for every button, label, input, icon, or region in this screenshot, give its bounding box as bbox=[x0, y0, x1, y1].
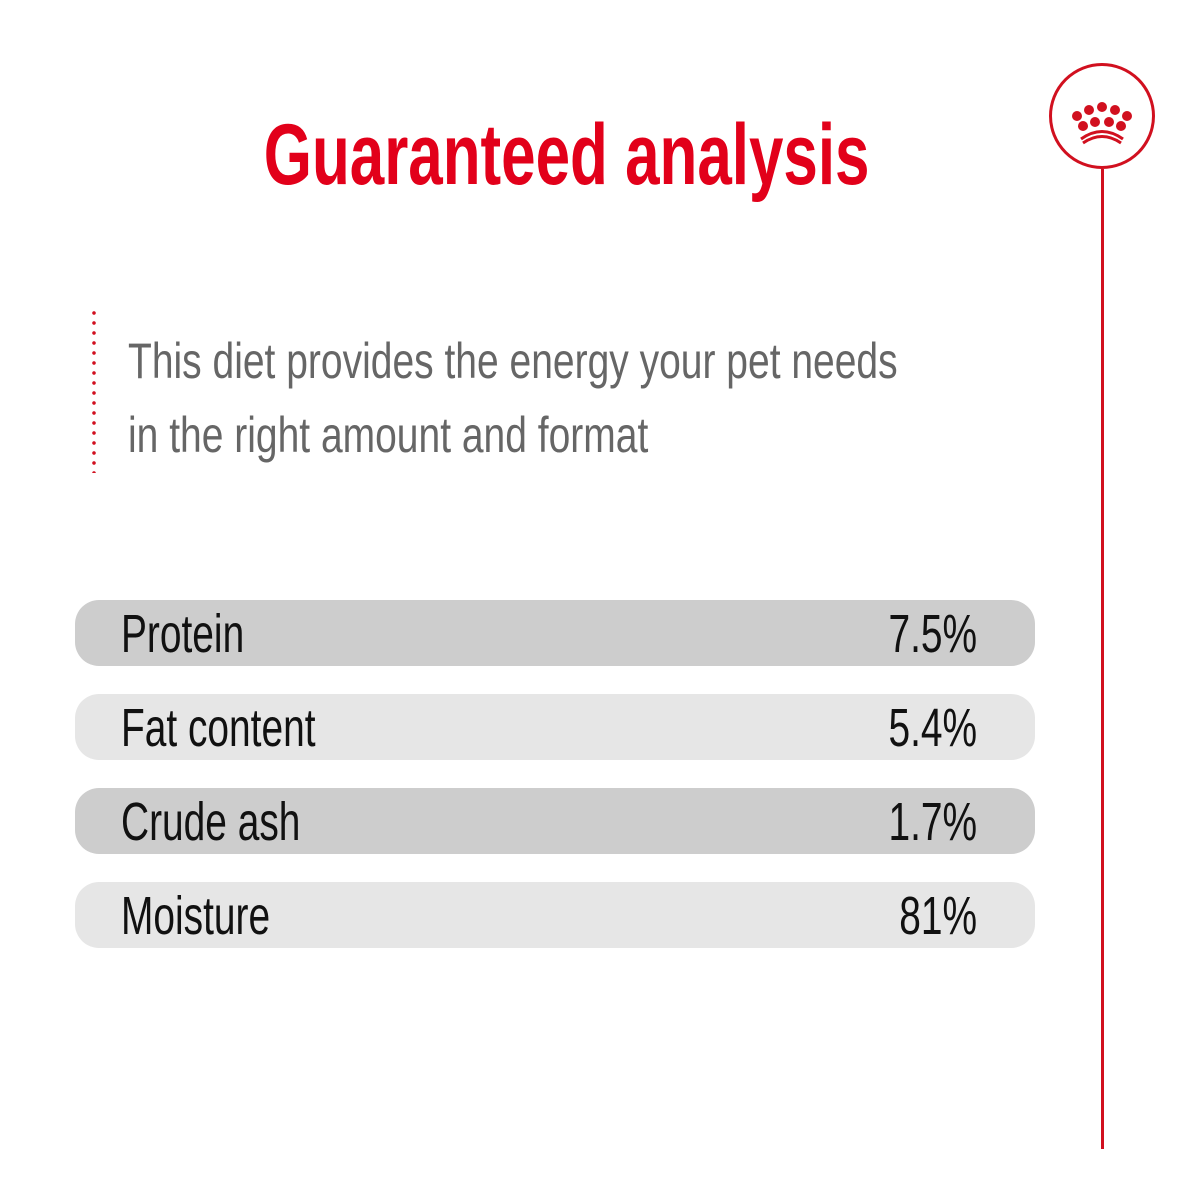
description: This diet provides the energy your pet n… bbox=[128, 324, 1115, 472]
row-label: Protein bbox=[121, 604, 245, 664]
row-value: 5.4% bbox=[888, 698, 977, 758]
brand-logo bbox=[1049, 63, 1155, 169]
row-value: 1.7% bbox=[888, 792, 977, 852]
description-line: This diet provides the energy your pet n… bbox=[128, 333, 898, 389]
row-label: Moisture bbox=[121, 886, 271, 946]
analysis-row-protein: Protein 7.5% bbox=[75, 600, 1035, 666]
dotted-divider bbox=[92, 308, 96, 473]
row-value: 81% bbox=[899, 886, 977, 946]
description-line: in the right amount and format bbox=[128, 407, 649, 463]
page-title: Guaranteed analysis bbox=[0, 100, 1133, 210]
analysis-row-fat: Fat content 5.4% bbox=[75, 694, 1035, 760]
crown-icon bbox=[1072, 102, 1132, 145]
row-label: Crude ash bbox=[121, 792, 301, 852]
title-text: Guaranteed analysis bbox=[263, 107, 870, 203]
analysis-row-ash: Crude ash 1.7% bbox=[75, 788, 1035, 854]
row-label: Fat content bbox=[121, 698, 316, 758]
row-value: 7.5% bbox=[888, 604, 977, 664]
timeline-line bbox=[1101, 169, 1104, 1149]
analysis-row-moisture: Moisture 81% bbox=[75, 882, 1035, 948]
